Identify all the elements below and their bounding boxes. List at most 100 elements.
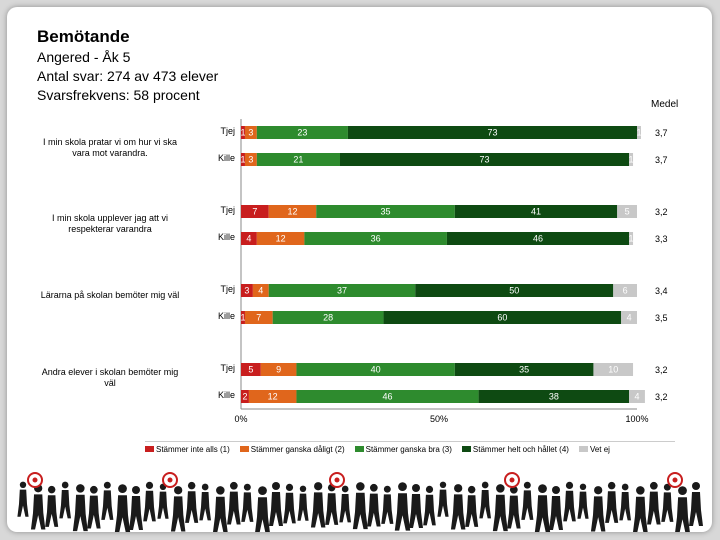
group-label-q3-tjej: Tjej [220,284,235,294]
person-silhouette [72,484,88,532]
bar-label-q2-tjej-seg1: 7 [252,207,257,217]
mean-q4-kille: 3,2 [655,392,668,402]
legend-label-4: Stämmer helt och hållet (4) [472,444,569,454]
bar-q3-kille-seg2 [244,311,273,324]
bar-label-q2-kille-seg2: 12 [276,234,286,244]
subtitle-responses: Antal svar: 274 av 473 elever [37,68,219,84]
legend-swatch-1 [145,446,154,452]
bar-q3-tjej-seg2 [252,284,269,297]
person-silhouette [381,485,394,524]
subtitle-response-rate: Svarsfrekvens: 58 procent [37,87,200,103]
bar-q1-tjej-seg1 [241,126,245,139]
legend-item-5: Vet ej [578,444,610,454]
bar-q2-kille-seg4 [446,232,630,245]
bar-q1-tjej-seg5 [637,126,641,139]
person-silhouette [450,484,466,530]
bar-label-q3-kille-seg2: 7 [256,313,261,323]
legend-item-2: Stämmer ganska dåligt (2) [239,444,345,454]
bar-q2-kille-seg5 [629,232,634,245]
legend-item-1: Stämmer inte alls (1) [145,445,230,454]
person-silhouette [647,481,661,525]
group-label-q1-kille: Kille [217,153,235,163]
person-silhouette [367,483,381,527]
page-title: Bemötande [37,27,130,46]
decorative-people-silhouettes [17,472,703,532]
group-label-q3-kille: Kille [217,311,235,321]
bar-label-q1-tjej-seg1: 1 [240,128,245,138]
bar-label-q3-tjej-seg1: 3 [244,286,249,296]
bar-q2-tjej-seg4 [454,205,618,218]
person-silhouette [114,484,131,532]
person-silhouette [213,486,228,532]
bar-label-q2-kille-seg1: 4 [246,234,251,244]
person-silhouette [577,483,589,519]
person-silhouette [87,485,101,529]
target-icon-center [32,477,38,483]
person-silhouette [409,484,423,528]
bar-q2-tjej-seg2 [268,205,317,218]
bar-label-q1-tjej-seg5: 1 [636,128,641,138]
person-silhouette [423,485,436,526]
mean-q1-tjej: 3,7 [655,128,668,138]
person-silhouette [689,482,703,526]
bar-q3-kille-seg5 [621,311,637,324]
legend-item-4: Stämmer helt och hållet (4) [461,444,569,454]
bar-label-q4-kille-seg1: 2 [242,392,247,402]
person-silhouette [394,482,411,531]
person-silhouette [143,481,156,522]
legend-label-2: Stämmer ganska dåligt (2) [250,444,345,454]
bar-q4-kille-seg2 [248,390,297,403]
group-label-q1-tjej: Tjej [220,126,235,136]
bar-label-q1-kille-seg5: 1 [629,155,634,165]
person-silhouette [30,484,46,530]
bar-q3-kille-seg3 [272,311,384,324]
person-silhouette [534,484,551,532]
bar-label-q1-tjej-seg3: 23 [297,128,307,138]
bar-q2-kille-seg1 [241,232,257,245]
bar-q3-kille-seg4 [383,311,622,324]
slide: Bemötande Angered - Åk 5 Antal svar: 274… [7,7,712,532]
question-label-4: Andra elever i skolan bemöter mig väl [41,367,179,388]
person-silhouette [157,483,169,519]
legend-swatch-5 [578,446,588,452]
bar-q3-kille-seg1 [241,311,245,324]
mean-q2-kille: 3,3 [655,234,668,244]
bar-label-q4-tjej-seg1: 5 [248,365,253,375]
target-icon-center [167,477,173,483]
mean-q3-tjej: 3,4 [655,286,668,296]
group-label-q4-kille: Kille [217,390,235,400]
person-silhouette [661,483,674,522]
bar-label-q2-tjej-seg5: 5 [625,207,630,217]
bar-q1-kille-seg2 [244,153,257,166]
group-label-q4-tjej: Tjej [220,363,235,373]
person-silhouette [199,483,211,521]
bar-q4-kille-seg5 [629,390,645,403]
bar-label-q3-kille-seg5: 4 [627,313,632,323]
person-silhouette [241,483,254,522]
mean-q3-kille: 3,5 [655,313,668,323]
person-silhouette [45,485,59,527]
bar-label-q3-kille-seg3: 28 [323,313,333,323]
person-silhouette [310,482,326,528]
stacked-bar-chart: 1 3 23 73 11 3 21 73 17 12 35 41 54 12 36 46 13 4 37 50 61 7 2… [240,119,645,410]
bar-q2-tjej-seg3 [316,205,455,218]
bar-q3-tjej-seg3 [268,284,416,297]
person-silhouette [352,482,368,530]
bar-label-q1-kille-seg3: 21 [293,155,303,165]
bar-label-q4-kille-seg5: 4 [634,392,639,402]
legend-label-5: Vet ej [589,444,610,454]
bar-label-q4-kille-seg4: 38 [549,392,559,402]
bar-q1-tjej-seg2 [244,126,257,139]
person-silhouette [675,486,690,532]
bar-q4-tjej-seg3 [296,363,455,376]
bar-q4-kille-seg1 [241,390,249,403]
person-silhouette [255,486,270,532]
mean-q2-tjej: 3,2 [655,207,668,217]
bar-label-q1-tjej-seg4: 73 [487,128,497,138]
legend: Stämmer inte alls (1) Stämmer ganska dål… [145,441,675,456]
mean-q4-tjej: 3,2 [655,365,668,375]
person-silhouette [170,486,186,532]
bar-q1-tjej-seg3 [256,126,348,139]
person-silhouette [507,485,521,529]
bar-q4-kille-seg3 [296,390,479,403]
